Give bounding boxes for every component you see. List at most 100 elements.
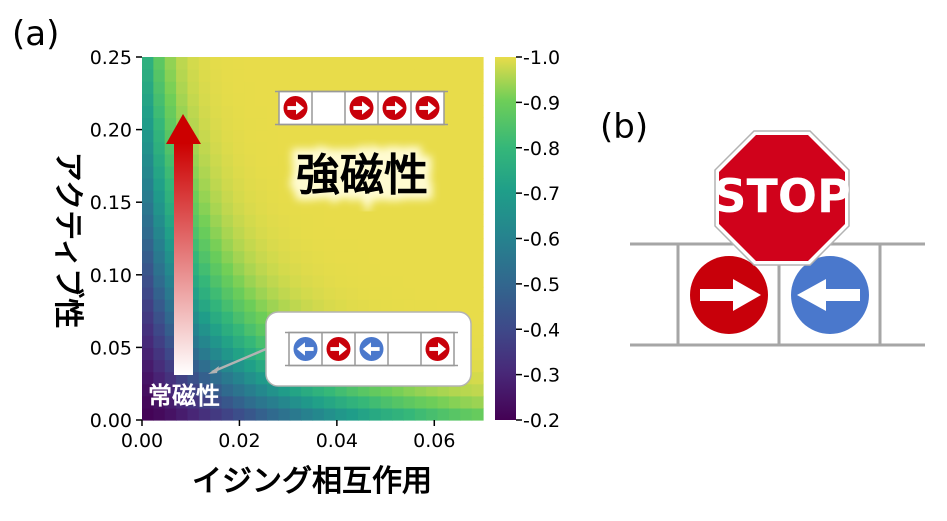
heatmap-cell <box>153 407 166 421</box>
heatmap-cell <box>210 57 223 70</box>
heatmap-cell <box>403 274 416 288</box>
heatmap-cell <box>414 178 427 191</box>
heatmap-cell <box>232 129 245 143</box>
heatmap-cell <box>426 262 439 276</box>
heatmap-cell <box>221 178 234 191</box>
heatmap-cell <box>426 250 439 264</box>
heatmap-cell <box>392 226 405 240</box>
heatmap-cell <box>289 250 302 264</box>
heatmap-cell <box>198 93 211 106</box>
heatmap-cell <box>403 250 416 264</box>
heatmap-cell <box>323 274 336 288</box>
heatmap-cell <box>244 93 257 106</box>
heatmap-cell <box>221 383 234 397</box>
heatmap-cell <box>278 262 291 276</box>
heatmap-cell <box>312 395 325 409</box>
heatmap-cell <box>244 371 257 385</box>
heatmap-cell <box>426 165 439 179</box>
heatmap-cell <box>198 238 211 252</box>
heatmap-cell <box>471 93 484 106</box>
heatmap-cell <box>380 165 393 179</box>
heatmap-cell <box>380 69 393 82</box>
heatmap-cell <box>403 69 416 82</box>
heatmap-cell <box>357 214 370 227</box>
heatmap-cell <box>448 250 461 264</box>
heatmap-cell <box>335 238 348 252</box>
heatmap-cell <box>471 214 484 227</box>
heatmap-cell <box>369 141 382 155</box>
heatmap-cell <box>357 178 370 191</box>
heatmap-cell <box>278 129 291 143</box>
heatmap-cell <box>153 383 166 397</box>
heatmap-cell <box>460 153 473 167</box>
heatmap-cell <box>392 81 405 94</box>
heatmap-cell <box>255 57 268 70</box>
heatmap-cell <box>142 69 154 82</box>
heatmap-cell <box>437 226 450 240</box>
heatmap-cell <box>414 262 427 276</box>
heatmap-cell <box>471 395 484 409</box>
heatmap-cell <box>153 178 166 191</box>
heatmap-cell <box>187 286 200 300</box>
heatmap-cell <box>255 117 268 131</box>
heatmap-cell <box>176 407 189 421</box>
heatmap-cell <box>221 117 234 131</box>
heatmap-cell <box>221 286 234 300</box>
heatmap-cell <box>221 129 234 143</box>
heatmap-cell <box>244 202 257 215</box>
heatmap-cell <box>153 347 166 361</box>
heatmap-cell <box>255 93 268 106</box>
heatmap-cell <box>323 165 336 179</box>
colorbar-tick-label: -0.7 <box>523 183 560 205</box>
heatmap-cell <box>198 141 211 155</box>
heatmap-cell <box>153 262 166 276</box>
heatmap-cell <box>392 286 405 300</box>
heatmap-cell <box>232 371 245 385</box>
heatmap-cell <box>460 202 473 215</box>
heatmap-cell <box>335 202 348 215</box>
heatmap-cell <box>369 214 382 227</box>
spin-right-icon <box>415 96 440 120</box>
heatmap-cell <box>289 190 302 203</box>
heatmap-cell <box>380 226 393 240</box>
heatmap-cell <box>244 165 257 179</box>
heatmap-cell <box>255 238 268 252</box>
heatmap-cell <box>323 238 336 252</box>
heatmap-cell <box>357 262 370 276</box>
heatmap-cell <box>164 226 177 240</box>
heatmap-cell <box>357 81 370 94</box>
heatmap-cell <box>221 141 234 155</box>
heatmap-cell <box>346 153 359 167</box>
heatmap-cell <box>176 383 189 397</box>
heatmap-cell <box>289 165 302 179</box>
heatmap-cell <box>380 81 393 94</box>
heatmap-cell <box>244 335 257 348</box>
heatmap-cell <box>460 226 473 240</box>
heatmap-cell <box>210 395 223 409</box>
heatmap-cell <box>142 274 154 288</box>
heatmap-cell <box>267 383 279 397</box>
heatmap-cell <box>437 190 450 203</box>
heatmap-cell <box>255 69 268 82</box>
heatmap-cell <box>380 141 393 155</box>
heatmap-cell <box>153 286 166 300</box>
heatmap-cell <box>414 141 427 155</box>
heatmap-cell <box>369 238 382 252</box>
heatmap-cell <box>357 250 370 264</box>
heatmap-cell <box>267 299 279 312</box>
heatmap-cell <box>164 69 177 82</box>
heatmap-cell <box>392 395 405 409</box>
heatmap-cell <box>232 81 245 94</box>
heatmap-cell <box>403 165 416 179</box>
heatmap-cell <box>392 69 405 82</box>
heatmap-cell <box>289 262 302 276</box>
heatmap-cell <box>232 359 245 373</box>
heatmap-cell <box>267 129 279 143</box>
heatmap-cell <box>255 129 268 143</box>
heatmap-cell <box>323 226 336 240</box>
heatmap-cell <box>414 202 427 215</box>
heatmap-cell <box>414 226 427 240</box>
heatmap-cell <box>414 407 427 421</box>
heatmap-cell <box>232 347 245 361</box>
svg-text:強磁性: 強磁性 <box>296 150 428 201</box>
